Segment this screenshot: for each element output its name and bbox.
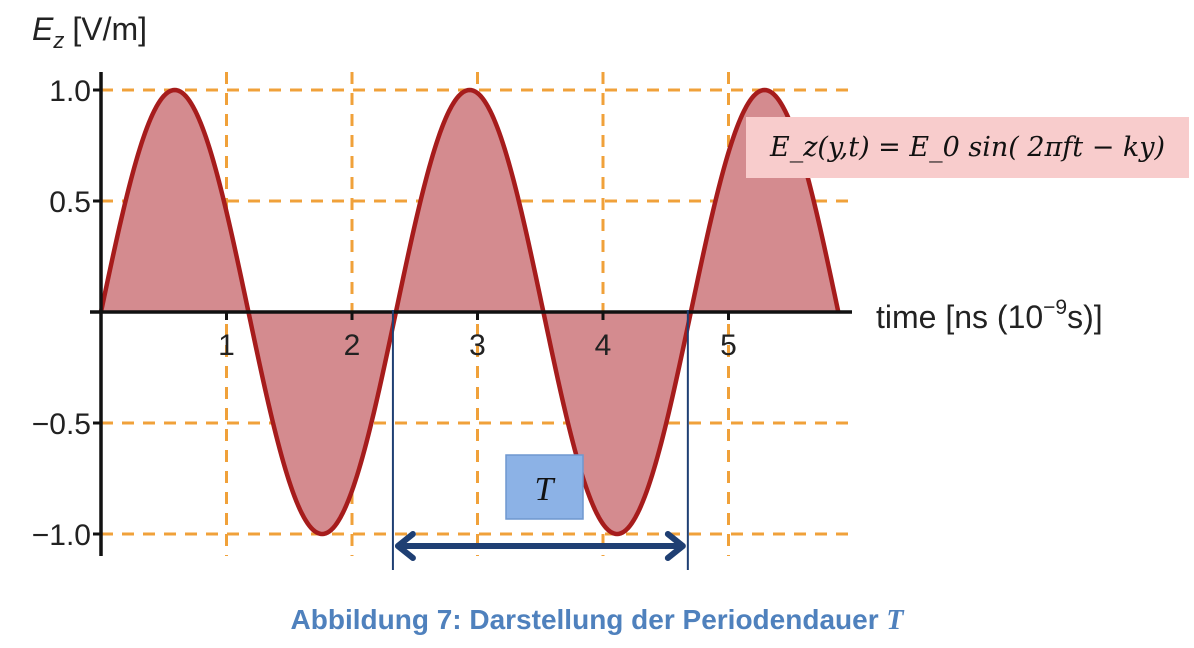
period-marker: T	[391, 310, 689, 570]
y-axis-symbol: E	[32, 11, 54, 47]
period-label: T	[535, 471, 556, 508]
y-axis-subscript: z	[52, 28, 64, 53]
y-axis-title: Ez [V/m]	[32, 11, 147, 53]
y-tick-label: −0.5	[32, 408, 91, 441]
caption-symbol: T	[886, 605, 904, 636]
x-tick-label: 4	[595, 329, 612, 362]
x-tick-label: 5	[720, 329, 737, 362]
formula-box: E_z(y,t) = E_0 sin( 2πft − ky)	[746, 117, 1189, 178]
y-tick-label: −1.0	[32, 519, 91, 552]
x-axis-title: time [ns (10−9s)]	[876, 296, 1103, 335]
x-tick-labels: 1 2 3 4 5	[218, 312, 737, 362]
y-tick-label: 0.5	[49, 186, 91, 219]
x-axis-label-end: s)]	[1067, 299, 1103, 335]
caption-text: Abbildung 7: Darstellung der Periodendau…	[290, 604, 887, 635]
x-axis-label-main: time [ns (10	[876, 299, 1043, 335]
period-arrow-right-head	[664, 531, 686, 561]
y-tick-label: 1.0	[49, 75, 91, 108]
x-axis-label-exponent: −9	[1043, 296, 1067, 319]
y-tick-labels: 1.0 0.5 −0.5 −1.0	[32, 75, 101, 552]
formula: E_z(y,t) = E_0 sin( 2πft − ky)	[769, 132, 1165, 163]
formula-background	[746, 117, 1189, 178]
period-label-box	[505, 454, 584, 520]
figure-caption: Abbildung 7: Darstellung der Periodendau…	[0, 604, 1194, 637]
x-tick-label: 1	[218, 329, 235, 362]
period-arrow-left-head	[394, 531, 416, 561]
x-tick-label: 2	[344, 329, 361, 362]
y-axis-unit: [V/m]	[72, 11, 147, 47]
series-line	[98, 87, 841, 537]
axes	[90, 72, 852, 556]
x-tick-label: 3	[469, 329, 486, 362]
